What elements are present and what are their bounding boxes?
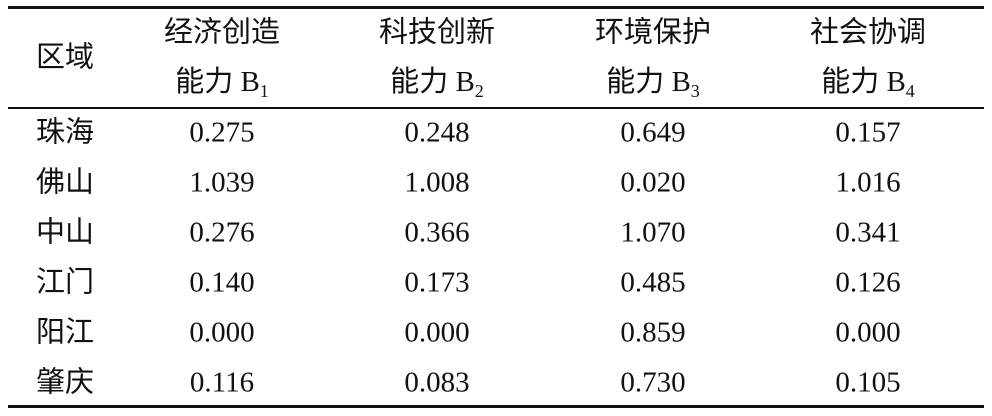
header-cell: 区域 [35, 41, 95, 74]
header-text: 能力 B [390, 66, 475, 98]
region-cell: 肇庆 [35, 366, 95, 399]
value-cell: 0.000 [404, 316, 470, 349]
value-cell: 0.485 [620, 266, 686, 299]
value-cell: 0.649 [620, 116, 686, 149]
header-text: 能力 B [821, 66, 906, 98]
value-cell: 0.126 [835, 266, 901, 299]
value-cell: 0.366 [404, 216, 470, 249]
region-cell: 阳江 [35, 316, 95, 349]
header-cell: 能力 B4 [821, 66, 915, 101]
value-cell: 0.173 [404, 266, 470, 299]
header-subscript: 1 [259, 81, 269, 101]
value-cell: 0.730 [620, 366, 686, 399]
value-cell: 1.039 [189, 166, 255, 199]
value-cell: 1.070 [620, 216, 686, 249]
region-cell: 珠海 [35, 116, 95, 149]
top-rule [8, 6, 984, 9]
value-cell: 1.016 [835, 166, 901, 199]
header-cell: 社会协调 [809, 16, 927, 49]
value-cell: 1.008 [404, 166, 470, 199]
header-subscript: 4 [905, 81, 915, 101]
value-cell: 0.083 [404, 366, 470, 399]
value-cell: 0.157 [835, 116, 901, 149]
value-cell: 0.275 [189, 116, 255, 149]
header-cell: 能力 B1 [175, 66, 269, 101]
value-cell: 0.341 [835, 216, 901, 249]
value-cell: 0.140 [189, 266, 255, 299]
header-subscript: 2 [474, 81, 484, 101]
value-cell: 0.116 [189, 366, 255, 399]
header-cell: 科技创新 [378, 16, 496, 49]
region-cell: 江门 [35, 266, 95, 299]
value-cell: 0.000 [835, 316, 901, 349]
header-cell: 环境保护 [594, 16, 712, 49]
region-cell: 中山 [35, 216, 95, 249]
header-cell: 能力 B3 [606, 66, 700, 101]
value-cell: 0.859 [620, 316, 686, 349]
header-text: 能力 B [175, 66, 260, 98]
header-rule [8, 107, 984, 109]
region-cell: 佛山 [35, 166, 95, 199]
header-subscript: 3 [690, 81, 700, 101]
value-cell: 0.020 [620, 166, 686, 199]
value-cell: 0.248 [404, 116, 470, 149]
value-cell: 0.276 [189, 216, 255, 249]
header-text: 能力 B [606, 66, 691, 98]
value-cell: 0.105 [835, 366, 901, 399]
header-cell: 能力 B2 [390, 66, 484, 101]
header-cell: 经济创造 [163, 16, 281, 49]
value-cell: 0.000 [189, 316, 255, 349]
bottom-rule [8, 405, 984, 408]
